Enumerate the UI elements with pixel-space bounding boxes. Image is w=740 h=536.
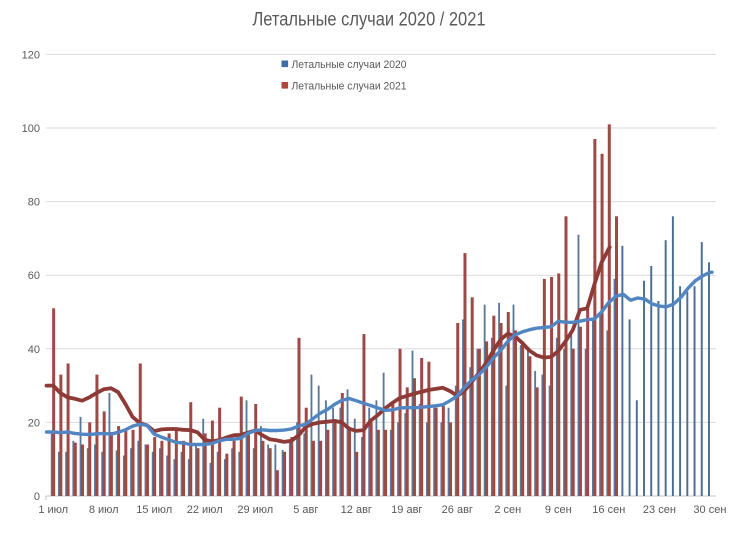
svg-text:80: 80	[28, 197, 40, 209]
svg-text:15 июл: 15 июл	[136, 504, 172, 516]
svg-text:26 авг: 26 авг	[442, 504, 473, 516]
svg-text:29 июл: 29 июл	[237, 504, 273, 516]
svg-text:2 сен: 2 сен	[494, 504, 521, 516]
svg-text:22 июл: 22 июл	[187, 504, 223, 516]
svg-text:0: 0	[34, 491, 40, 503]
svg-text:30 сен: 30 сен	[693, 504, 726, 516]
svg-text:8 июл: 8 июл	[89, 504, 119, 516]
svg-text:19 авг: 19 авг	[391, 504, 422, 516]
svg-text:9 сен: 9 сен	[545, 504, 572, 516]
svg-text:23 сен: 23 сен	[643, 504, 676, 516]
svg-text:1 июл: 1 июл	[38, 504, 68, 516]
svg-text:120: 120	[22, 49, 40, 61]
svg-text:60: 60	[28, 270, 40, 282]
svg-text:12 авг: 12 авг	[341, 504, 372, 516]
svg-text:Летальные случаи 2020 / 2021: Летальные случаи 2020 / 2021	[253, 10, 486, 31]
svg-text:20: 20	[28, 417, 40, 429]
svg-text:Летальные случаи 2020: Летальные случаи 2020	[292, 59, 407, 71]
svg-text:100: 100	[22, 123, 40, 135]
svg-text:Летальные случаи 2021: Летальные случаи 2021	[292, 81, 407, 93]
svg-text:16 сен: 16 сен	[592, 504, 625, 516]
svg-text:5 авг: 5 авг	[293, 504, 318, 516]
svg-text:40: 40	[28, 344, 40, 356]
